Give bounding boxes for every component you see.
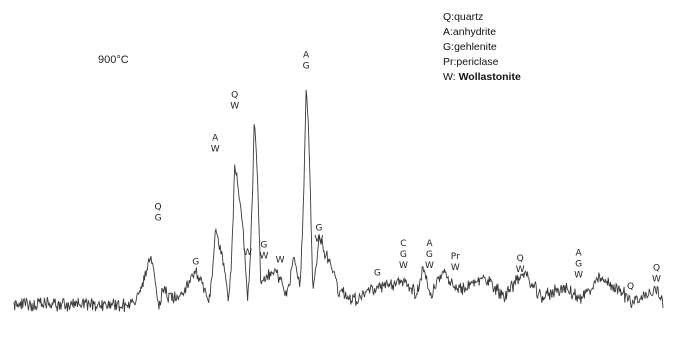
peak-label-letter: W bbox=[516, 265, 525, 275]
legend-entry-text: W: bbox=[443, 71, 459, 83]
peak-label-letter: W bbox=[259, 252, 268, 262]
temperature-label: 900°C bbox=[98, 54, 129, 66]
peak-label-letter: W bbox=[211, 144, 220, 154]
peak-label-letter: A bbox=[576, 249, 583, 259]
peak-label-6: W bbox=[276, 255, 285, 265]
peak-label-letter: G bbox=[400, 250, 407, 260]
legend: Q:quartz A:anhydrite G:gehlenite Pr:pericla… bbox=[443, 11, 521, 83]
legend-entry-2: G:gehlenite bbox=[443, 41, 497, 53]
peak-label-letter: G bbox=[192, 257, 199, 267]
peak-label-letter: Q bbox=[155, 203, 162, 213]
peak-label-3: QW bbox=[230, 91, 239, 112]
legend-entry-4: W: Wollastonite bbox=[443, 71, 521, 83]
peak-label-letter: G bbox=[316, 224, 323, 234]
peak-label-letter: A bbox=[426, 239, 433, 249]
legend-entry-0: Q:quartz bbox=[443, 11, 483, 23]
peak-label-16: QW bbox=[652, 263, 661, 284]
peak-label-13: QW bbox=[516, 254, 525, 275]
peak-label-letter: W bbox=[652, 274, 661, 284]
peak-label-15: Q bbox=[627, 282, 634, 292]
peak-label-letter: W bbox=[243, 248, 252, 258]
peak-label-1: G bbox=[192, 257, 199, 267]
peak-label-2: AW bbox=[211, 133, 220, 154]
peak-label-11: AGW bbox=[425, 239, 434, 271]
peak-label-letter: Q bbox=[517, 254, 524, 264]
legend-entry-text: G:gehlenite bbox=[443, 41, 497, 53]
peak-label-letter: G bbox=[374, 269, 381, 279]
peak-label-8: GW bbox=[315, 224, 324, 245]
peak-label-letter: G bbox=[575, 260, 582, 270]
peak-label-0: QG bbox=[155, 203, 162, 224]
xrd-trace-line bbox=[13, 89, 664, 313]
legend-entry-text: Q:quartz bbox=[443, 11, 483, 23]
peak-label-7: AG bbox=[303, 51, 310, 72]
peak-label-letter: W bbox=[574, 271, 583, 281]
peak-label-letter: G bbox=[303, 62, 310, 72]
peak-label-letter: W bbox=[315, 235, 324, 245]
peak-label-letter: W bbox=[425, 261, 434, 271]
peak-label-letter: Pr bbox=[451, 252, 460, 262]
peak-label-letter: W bbox=[276, 255, 285, 265]
peak-label-letter: Q bbox=[653, 263, 660, 273]
peak-label-5: GW bbox=[259, 241, 268, 262]
peak-label-letter: W bbox=[399, 261, 408, 271]
peak-label-letter: A bbox=[212, 133, 219, 143]
peak-label-letter: G bbox=[155, 214, 162, 224]
peak-label-9: G bbox=[374, 269, 381, 279]
legend-entry-bold-text: Wollastonite bbox=[459, 71, 521, 83]
peak-label-letter: W bbox=[451, 263, 460, 273]
legend-entry-3: Pr:periclase bbox=[443, 56, 499, 68]
peak-label-14: AGW bbox=[574, 249, 583, 281]
legend-entry-text: Pr:periclase bbox=[443, 56, 499, 68]
peak-label-letter: A bbox=[303, 51, 310, 61]
trace-layer bbox=[13, 89, 664, 313]
peak-label-letter: W bbox=[230, 102, 239, 112]
peak-label-letter: Q bbox=[231, 91, 238, 101]
peak-label-4: W bbox=[243, 248, 252, 258]
legend-entry-1: A:anhydrite bbox=[443, 26, 496, 38]
peak-label-10: CGW bbox=[399, 239, 408, 271]
peak-label-letter: Q bbox=[627, 282, 634, 292]
peak-label-letter: G bbox=[260, 241, 267, 251]
legend-entry-text: A:anhydrite bbox=[443, 26, 496, 38]
peak-label-letter: C bbox=[400, 239, 406, 249]
peak-label-12: PrW bbox=[451, 252, 460, 273]
peak-label-letter: G bbox=[426, 250, 433, 260]
